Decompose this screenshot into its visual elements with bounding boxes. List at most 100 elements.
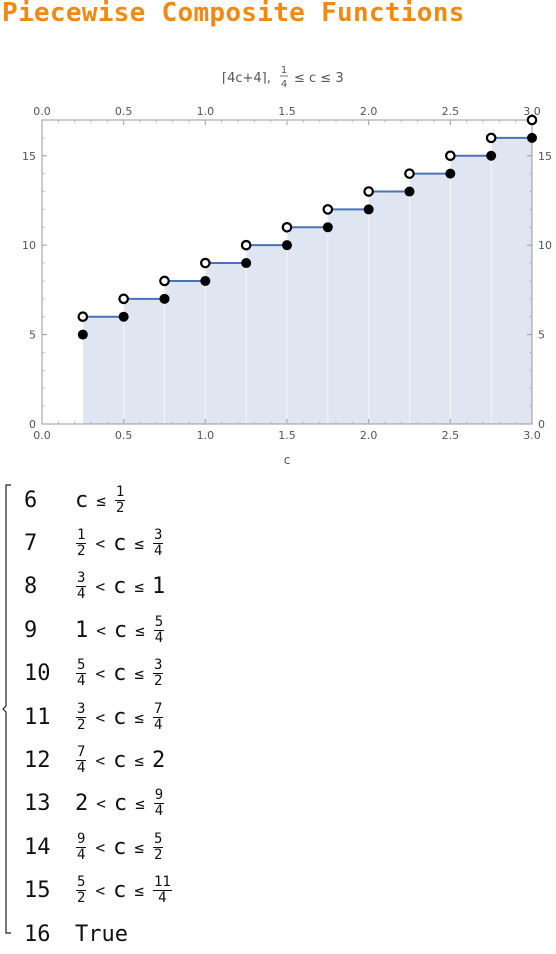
x-tick-label-top: 0.5 xyxy=(115,105,133,118)
y-tick-label-right: 5 xyxy=(538,329,545,342)
piecewise-value: 12 xyxy=(24,747,51,773)
condition-token: c xyxy=(113,661,127,687)
fraction-numerator: 7 xyxy=(152,700,164,718)
x-tick-label: 2.5 xyxy=(442,429,460,442)
piecewise-condition: 9 4 < c ≤5 2 xyxy=(74,830,165,863)
piecewise-row: 6 c ≤1 2 xyxy=(24,480,127,520)
piecewise-row: 13 2 < c ≤9 4 xyxy=(24,784,166,824)
fraction-numerator: 5 xyxy=(76,657,87,675)
x-tick-label: 0.0 xyxy=(33,429,51,442)
piecewise-value: 15 xyxy=(24,878,51,904)
condition-operator: ≤ xyxy=(135,620,145,640)
closed-point xyxy=(363,204,374,215)
y-tick-label: 0 xyxy=(29,418,36,431)
condition-token: c xyxy=(113,747,127,773)
condition-operator: ≤ xyxy=(134,750,144,770)
fraction-denominator: 4 xyxy=(77,673,86,690)
y-tick-label: 10 xyxy=(22,239,36,252)
condition-token: 1 xyxy=(75,617,89,643)
x-tick-label-top: 0.0 xyxy=(33,105,51,118)
open-point xyxy=(404,168,415,179)
condition-operator: < xyxy=(96,620,106,640)
piecewise-condition: 1 2 < c ≤3 4 xyxy=(74,526,165,559)
piecewise-condition: 3 4 < c ≤1 xyxy=(74,571,166,602)
fraction-numerator: 9 xyxy=(153,787,165,805)
step-plot: ⌈4c+4⌉, 1 4 ≤ c ≤ 3 0.0 0.0 0.5 0.5 1.0 1.0 1.5 1.5… xyxy=(22,65,552,467)
open-point xyxy=(281,221,293,233)
fraction-numerator: 11 xyxy=(152,874,172,892)
x-tick-label-top: 1.0 xyxy=(197,105,215,118)
condition-operator: ≤ xyxy=(134,577,144,597)
fraction-numerator: 3 xyxy=(76,700,87,718)
x-tick-label: 0.5 xyxy=(115,429,133,442)
fraction-numerator: 9 xyxy=(76,830,87,848)
condition-token: 2 xyxy=(151,747,166,773)
area-fill xyxy=(82,137,532,424)
x-axis-label: c xyxy=(284,453,291,467)
fraction-denominator: 2 xyxy=(153,673,163,690)
closed-point xyxy=(322,222,333,233)
fraction-numerator: 1 xyxy=(76,526,87,544)
piecewise-result: 6 c ≤1 2 7 1 2 < c ≤3 4 8 3 4 < c ≤1 9 1 < c ≤5 4 10 5 4 < c ≤3 2 11 3 2… xyxy=(0,478,556,947)
x-tick-label-top: 1.5 xyxy=(278,105,296,118)
piecewise-condition: c ≤1 2 xyxy=(74,483,127,516)
piecewise-condition: 1 < c ≤5 4 xyxy=(74,614,166,646)
piecewise-value: 14 xyxy=(24,834,51,860)
condition-operator: < xyxy=(95,707,106,727)
condition-operator: < xyxy=(95,750,106,770)
condition-token: c xyxy=(113,530,127,556)
condition-operator: ≤ xyxy=(134,881,144,901)
closed-point xyxy=(159,293,170,304)
closed-point xyxy=(77,329,88,340)
y-tick-label-right: 0 xyxy=(538,418,545,431)
condition-token: c xyxy=(75,487,89,513)
condition-token: c xyxy=(113,834,127,860)
condition-operator: < xyxy=(95,881,106,901)
y-tick-label: 15 xyxy=(22,150,36,163)
piecewise-row: 15 5 2 < c ≤11 4 xyxy=(24,871,174,911)
open-point xyxy=(159,275,170,287)
fraction-denominator: 2 xyxy=(153,846,163,863)
closed-point xyxy=(445,168,456,179)
piecewise-value: 8 xyxy=(24,574,38,600)
x-tick-label: 2.0 xyxy=(360,429,378,442)
closed-point xyxy=(527,132,537,143)
piecewise-condition: 7 4 < c ≤2 xyxy=(74,743,166,776)
fraction-denominator: 4 xyxy=(158,890,167,907)
condition-operator: < xyxy=(95,837,106,857)
open-point xyxy=(363,186,374,197)
piecewise-row: 10 5 4 < c ≤3 2 xyxy=(24,654,165,694)
open-point xyxy=(118,293,129,305)
y-tick-label-right: 10 xyxy=(538,239,552,252)
x-tick-label: 1.5 xyxy=(278,429,296,442)
condition-token: c xyxy=(113,574,127,600)
fraction-denominator: 4 xyxy=(77,846,86,863)
y-tick-label-right: 15 xyxy=(538,150,552,163)
condition-operator: ≤ xyxy=(134,837,144,857)
condition-operator: ≤ xyxy=(134,533,144,553)
fraction-denominator: 2 xyxy=(77,890,86,907)
condition-token: 2 xyxy=(75,791,89,817)
chart-title-tail: ≤ c ≤ 3 xyxy=(294,71,344,86)
fraction-denominator: 2 xyxy=(77,716,86,733)
chart-title-frac-den: 4 xyxy=(281,79,287,90)
condition-operator: < xyxy=(95,533,106,553)
piecewise-row: 16 True xyxy=(24,914,129,954)
piecewise-row: 14 9 4 < c ≤5 2 xyxy=(24,827,165,867)
piecewise-row: 12 7 4 < c ≤2 xyxy=(24,740,166,780)
open-point xyxy=(485,132,497,144)
condition-token: c xyxy=(113,617,128,643)
fraction-numerator: 7 xyxy=(76,743,87,761)
fraction-numerator: 1 xyxy=(114,483,126,501)
closed-point xyxy=(486,150,497,161)
chart-title-frac-num: 1 xyxy=(281,65,287,76)
piecewise-value: 9 xyxy=(24,617,38,643)
